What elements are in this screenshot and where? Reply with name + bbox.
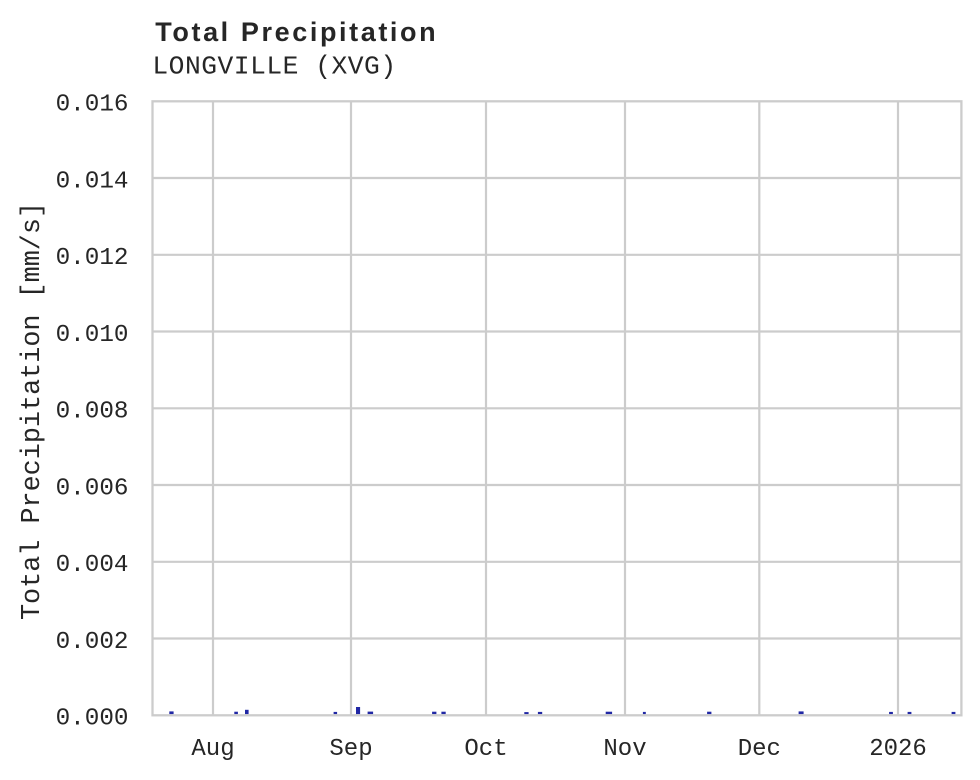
svg-text:0.002: 0.002 xyxy=(56,629,129,656)
svg-text:Sep: Sep xyxy=(329,736,372,763)
svg-text:0.010: 0.010 xyxy=(56,322,129,349)
svg-text:Oct: Oct xyxy=(464,736,507,763)
svg-text:0.014: 0.014 xyxy=(56,168,129,195)
svg-text:Total Precipitation [mm/s]: Total Precipitation [mm/s] xyxy=(18,202,48,620)
svg-text:0.016: 0.016 xyxy=(56,92,129,119)
svg-text:LONGVILLE (XVG): LONGVILLE (XVG) xyxy=(152,52,396,82)
svg-text:0.006: 0.006 xyxy=(56,475,129,502)
svg-text:0.012: 0.012 xyxy=(56,245,129,272)
svg-text:0.000: 0.000 xyxy=(56,706,129,733)
svg-text:Dec: Dec xyxy=(738,736,781,763)
svg-text:Total Precipitation: Total Precipitation xyxy=(155,17,438,47)
svg-text:2026: 2026 xyxy=(869,736,927,763)
svg-text:Aug: Aug xyxy=(191,736,234,763)
svg-text:Nov: Nov xyxy=(603,736,646,763)
svg-text:0.008: 0.008 xyxy=(56,399,129,426)
svg-text:0.004: 0.004 xyxy=(56,552,129,579)
